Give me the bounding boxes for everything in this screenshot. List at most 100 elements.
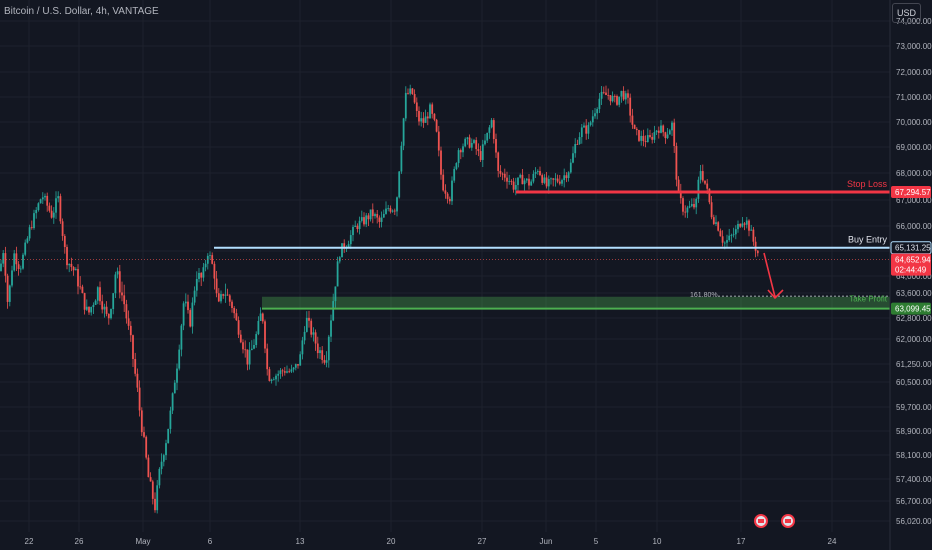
candle-body [415,102,418,111]
candle-body [327,336,330,361]
candle-body [600,91,603,99]
candle-body [662,125,665,133]
candle-body [616,96,618,105]
candle-body [33,213,35,229]
candle-body [635,128,638,131]
candle-body [569,162,572,173]
candle-body [444,190,447,194]
x-tick-label: May [135,537,150,546]
candle-body [114,274,117,294]
candle-body [420,118,423,122]
candle-body [393,210,396,212]
candle-body [338,257,341,262]
candle-body [244,349,247,351]
candle-body [701,171,704,181]
event-marker-flag [785,519,791,523]
candle-body [145,436,148,458]
candle-body [741,223,744,227]
candle-body [310,320,313,335]
candle-body [521,174,524,185]
candle-body [222,294,225,296]
candle-body [602,91,605,93]
candle-body [660,125,662,133]
candle-body [488,127,491,133]
candle-body [514,185,517,190]
candle-body [250,348,253,351]
candle-body [233,308,236,314]
candle-body [123,295,126,305]
y-tick-label: 58,100.00 [896,451,932,460]
y-tick-label: 59,700.00 [896,403,932,412]
candle-body [404,92,407,119]
candle-body [611,95,614,102]
candle-body [391,210,394,212]
y-tick-label: 70,000.00 [896,118,932,127]
candle-body [435,119,438,132]
candle-body [55,198,57,213]
candle-body [655,130,658,133]
candle-body [367,215,370,220]
candle-body [341,243,343,258]
x-tick-label: Jun [540,537,553,546]
candle-body [283,371,286,373]
candle-body [679,190,682,199]
candle-body [464,138,467,147]
candle-body [270,379,273,381]
candle-body [30,227,33,229]
candle-body [349,235,352,245]
candle-body [4,253,7,276]
candle-body [565,175,568,179]
candle-body [314,332,317,344]
candle-body [118,271,121,293]
y-tick-label: 74,000.00 [896,17,932,26]
x-tick-label: 26 [75,537,84,546]
candle-body [215,278,218,294]
candle-body [453,168,456,181]
candle-body [710,202,713,218]
candle-body [451,180,453,202]
candle-body [220,294,222,302]
candle-body [48,205,51,211]
candle-body [11,270,13,286]
candle-body [140,410,143,433]
candle-body [712,217,715,224]
currency-button[interactable]: USD [892,3,921,23]
candle-body [576,143,579,145]
candle-body [525,178,528,181]
candle-body [46,195,49,206]
candle-body [343,243,346,249]
candle-body [651,136,654,140]
x-tick-label: 22 [25,537,34,546]
candle-body [176,368,178,383]
candle-body [39,199,42,204]
candle-body [448,198,451,202]
candle-body [253,344,255,349]
candle-body [77,269,79,287]
candle-body [745,220,748,225]
candle-body [402,118,405,146]
candle-body [470,142,473,148]
stop-loss-label: Stop Loss [847,179,888,189]
candle-body [35,210,38,214]
candle-body [572,153,574,163]
candle-body [189,310,192,327]
take-profit-label: Take Profit [849,295,888,304]
arrow-shaft [763,252,776,298]
candle-body [541,175,544,183]
candle-body [6,275,9,302]
symbol-title: Bitcoin / U.S. Dollar, 4h, VANTAGE [4,6,159,17]
y-tick-label: 69,000.00 [896,143,932,152]
candle-body [360,217,363,221]
candle-body [618,96,621,105]
candle-body [305,317,308,332]
candle-body [457,150,460,164]
candle-body [715,222,717,224]
candle-body [583,125,585,128]
y-tick-label: 72,000.00 [896,68,932,77]
candle-body [624,93,627,100]
current-price-tag [891,253,931,276]
candle-body [94,300,97,305]
candle-body [589,122,592,125]
candle-body [699,171,702,180]
